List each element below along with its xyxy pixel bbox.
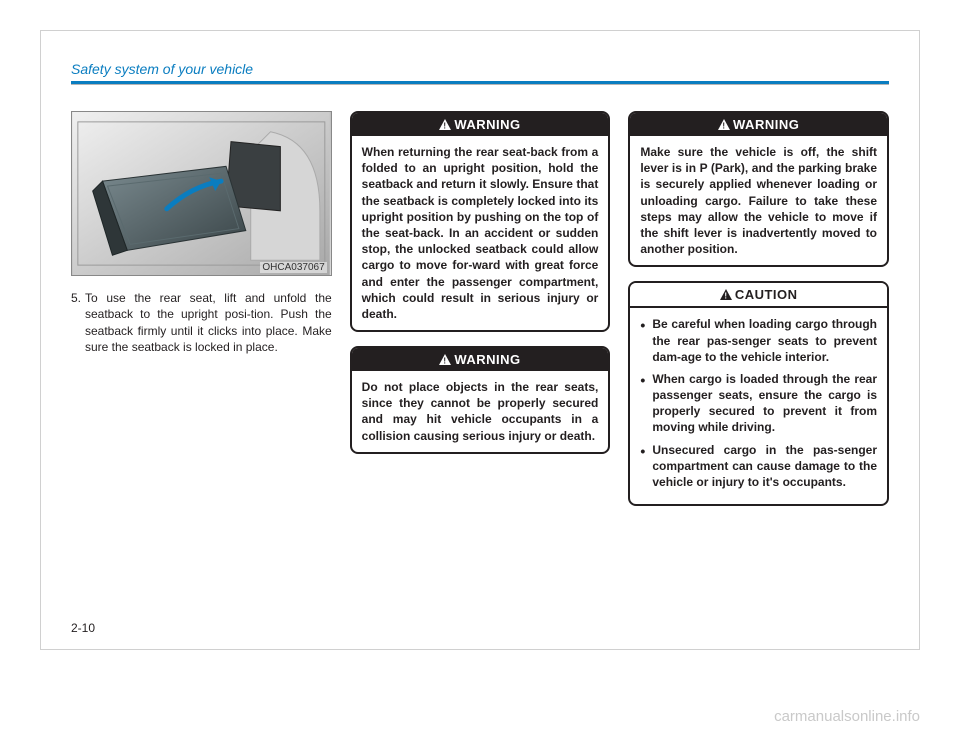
column-3: ! WARNING Make sure the vehicle is off, …: [628, 111, 889, 506]
warning-icon: !: [439, 354, 451, 365]
caution-body: Be careful when loading cargo through th…: [630, 308, 887, 504]
warning-3-header: ! WARNING: [630, 113, 887, 136]
warning-2-header: ! WARNING: [352, 348, 609, 371]
column-2: ! WARNING When returning the rear seat-b…: [350, 111, 611, 506]
caution-icon: !: [720, 289, 732, 300]
step-5-text: 5. To use the rear seat, lift and unfold…: [71, 290, 332, 355]
warning-1-body: When returning the rear seat-back from a…: [352, 136, 609, 330]
svg-text:!: !: [444, 122, 447, 131]
warning-2-body: Do not place objects in the rear seats, …: [352, 371, 609, 452]
caution-item: Be careful when loading cargo through th…: [640, 316, 877, 365]
caution-header: ! CAUTION: [630, 283, 887, 308]
seat-fold-svg: [72, 112, 331, 275]
warning-1-header: ! WARNING: [352, 113, 609, 136]
warning-2-title: WARNING: [454, 352, 520, 367]
page-number: 2-10: [71, 621, 95, 635]
page-container: Safety system of your vehicle: [40, 30, 920, 650]
svg-text:!: !: [722, 122, 725, 131]
warning-icon: !: [718, 119, 730, 130]
content-columns: OHCA037067 5. To use the rear seat, lift…: [71, 111, 889, 506]
warning-box-1: ! WARNING When returning the rear seat-b…: [350, 111, 611, 332]
warning-3-title: WARNING: [733, 117, 799, 132]
illustration-code: OHCA037067: [260, 262, 326, 273]
page-header: Safety system of your vehicle: [71, 61, 889, 85]
warning-icon: !: [439, 119, 451, 130]
caution-list: Be careful when loading cargo through th…: [640, 316, 877, 490]
caution-title: CAUTION: [735, 287, 798, 302]
watermark: carmanualsonline.info: [774, 708, 920, 725]
warning-3-body: Make sure the vehicle is off, the shift …: [630, 136, 887, 265]
warning-1-title: WARNING: [454, 117, 520, 132]
svg-text:!: !: [444, 357, 447, 366]
step-body: To use the rear seat, lift and unfold th…: [85, 290, 332, 355]
header-rule: [71, 81, 889, 85]
warning-box-3: ! WARNING Make sure the vehicle is off, …: [628, 111, 889, 267]
caution-box: ! CAUTION Be careful when loading cargo …: [628, 281, 889, 506]
column-1: OHCA037067 5. To use the rear seat, lift…: [71, 111, 332, 506]
caution-item: Unsecured cargo in the pas-senger compar…: [640, 442, 877, 491]
step-number: 5.: [71, 290, 85, 306]
caution-item: When cargo is loaded through the rear pa…: [640, 371, 877, 436]
warning-box-2: ! WARNING Do not place objects in the re…: [350, 346, 611, 454]
svg-text:!: !: [724, 292, 727, 301]
seat-illustration: OHCA037067: [71, 111, 332, 276]
section-title: Safety system of your vehicle: [71, 61, 889, 77]
